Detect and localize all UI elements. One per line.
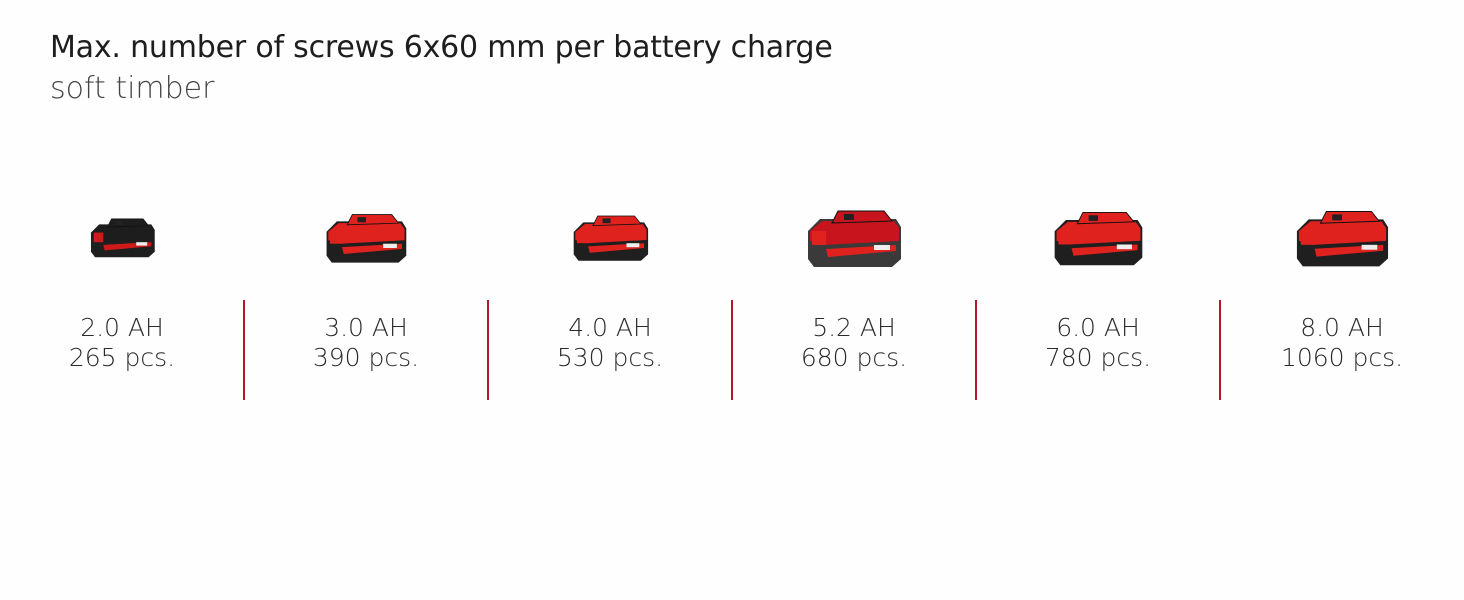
column-divider — [1219, 300, 1221, 400]
battery-item: 5.2 AH 680 pcs. — [732, 190, 976, 400]
column-divider — [487, 300, 489, 400]
battery-capacity: 6.0 AH — [1056, 313, 1140, 342]
battery-item: 8.0 AH 1060 pcs. — [1220, 190, 1464, 400]
battery-pack-icon — [75, 212, 170, 264]
battery-pack-icon — [316, 206, 416, 270]
screw-count: 680 pcs. — [800, 343, 908, 372]
screw-count: 530 pcs. — [556, 343, 664, 372]
battery-item: 2.0 AH 265 pcs. — [0, 190, 244, 400]
page-subtitle: soft timber — [50, 71, 215, 106]
column-divider — [975, 300, 977, 400]
column-divider — [243, 300, 245, 400]
screw-count: 265 pcs. — [68, 343, 176, 372]
battery-capacity: 8.0 AH — [1300, 313, 1384, 342]
battery-item: 4.0 AH 530 pcs. — [488, 190, 732, 400]
screw-count: 1060 pcs. — [1280, 343, 1404, 372]
battery-pack-icon — [563, 208, 658, 268]
battery-item: 3.0 AH 390 pcs. — [244, 190, 488, 400]
battery-capacity: 3.0 AH — [324, 313, 408, 342]
screw-count: 390 pcs. — [312, 343, 420, 372]
battery-image — [732, 190, 976, 285]
battery-pack-icon — [1293, 201, 1391, 275]
battery-item: 6.0 AH 780 pcs. — [976, 190, 1220, 400]
battery-capacity: 4.0 AH — [568, 313, 652, 342]
battery-image — [1220, 190, 1464, 285]
battery-pack-icon — [1049, 203, 1147, 273]
battery-capacity: 2.0 AH — [80, 313, 164, 342]
screw-count: 780 pcs. — [1044, 343, 1152, 372]
column-divider — [731, 300, 733, 400]
battery-pack-icon — [804, 196, 904, 280]
battery-image — [488, 190, 732, 285]
battery-image — [976, 190, 1220, 285]
battery-image — [244, 190, 488, 285]
battery-image — [0, 190, 244, 285]
page-title: Max. number of screws 6x60 mm per batter… — [50, 30, 833, 65]
battery-capacity: 5.2 AH — [812, 313, 896, 342]
